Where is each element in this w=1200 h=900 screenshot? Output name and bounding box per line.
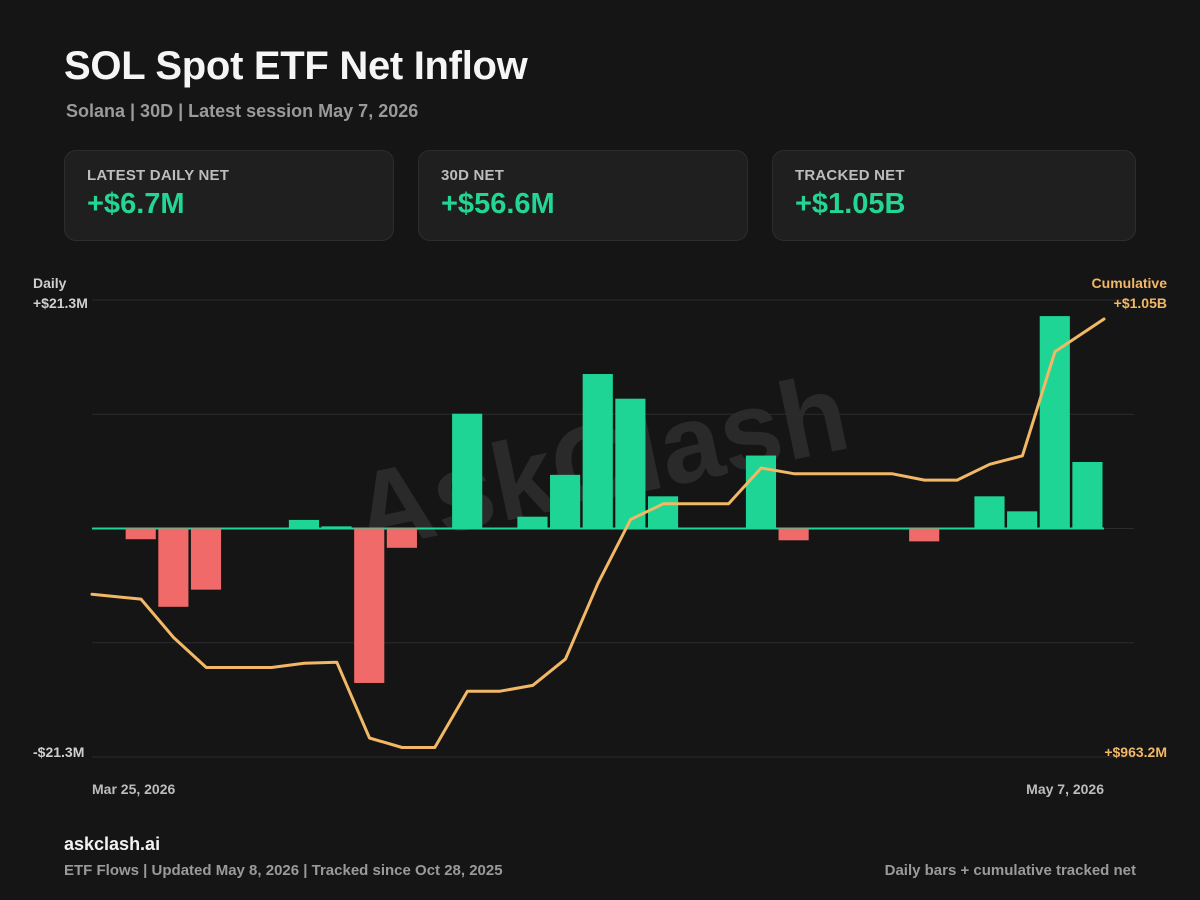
- daily-bar: [1072, 461, 1103, 529]
- x-axis-start-label: Mar 25, 2026: [92, 781, 175, 797]
- left-axis-min-label: -$21.3M: [33, 744, 84, 760]
- right-axis-title: Cumulative: [1092, 275, 1168, 291]
- daily-bar: [158, 528, 189, 607]
- left-axis-title: Daily: [33, 275, 67, 291]
- stat-value: +$56.6M: [441, 188, 555, 220]
- stat-label: LATEST DAILY NET: [87, 167, 230, 184]
- daily-bar: [288, 519, 320, 529]
- stat-card-30d-net: 30D NET +$56.6M: [418, 150, 748, 241]
- daily-bar: [974, 496, 1005, 529]
- daily-bar: [550, 474, 581, 529]
- daily-bar: [582, 374, 613, 529]
- daily-bar: [125, 528, 156, 540]
- right-axis-max-label: +$1.05B: [1114, 295, 1167, 311]
- x-axis-end-label: May 7, 2026: [1026, 781, 1104, 797]
- chart-title: SOL Spot ETF Net Inflow: [64, 44, 528, 88]
- stat-label: TRACKED NET: [795, 167, 905, 184]
- daily-bar: [778, 528, 809, 541]
- brand-name: askclash.ai: [64, 834, 161, 854]
- daily-bar: [321, 526, 352, 529]
- daily-bar: [615, 398, 646, 529]
- daily-bar: [190, 528, 222, 590]
- daily-bar: [909, 528, 940, 542]
- stat-card-tracked-net: TRACKED NET +$1.05B: [772, 150, 1136, 241]
- cumulative-line: [90, 317, 1106, 749]
- daily-bar: [354, 528, 385, 683]
- daily-bar: [1007, 511, 1038, 529]
- left-axis-max-label: +$21.3M: [33, 295, 88, 311]
- cumulative-line-group: [90, 317, 1106, 749]
- daily-bar: [452, 413, 483, 529]
- footer-meta: ETF Flows | Updated May 8, 2026 | Tracke…: [64, 862, 503, 879]
- right-axis-min-label: +$963.2M: [1104, 744, 1167, 760]
- daily-bars: [92, 316, 1104, 683]
- stat-label: 30D NET: [441, 167, 505, 184]
- stat-value: +$6.7M: [87, 188, 185, 220]
- daily-bar: [1039, 316, 1070, 529]
- footer-legend-note: Daily bars + cumulative tracked net: [884, 862, 1136, 879]
- daily-bar: [517, 516, 548, 529]
- chart-subtitle: Solana | 30D | Latest session May 7, 202…: [66, 101, 419, 121]
- daily-bar: [386, 528, 417, 548]
- stat-card-latest-daily: LATEST DAILY NET +$6.7M: [64, 150, 394, 241]
- stat-value: +$1.05B: [795, 188, 906, 220]
- daily-bar: [745, 455, 777, 529]
- daily-bar: [647, 496, 679, 529]
